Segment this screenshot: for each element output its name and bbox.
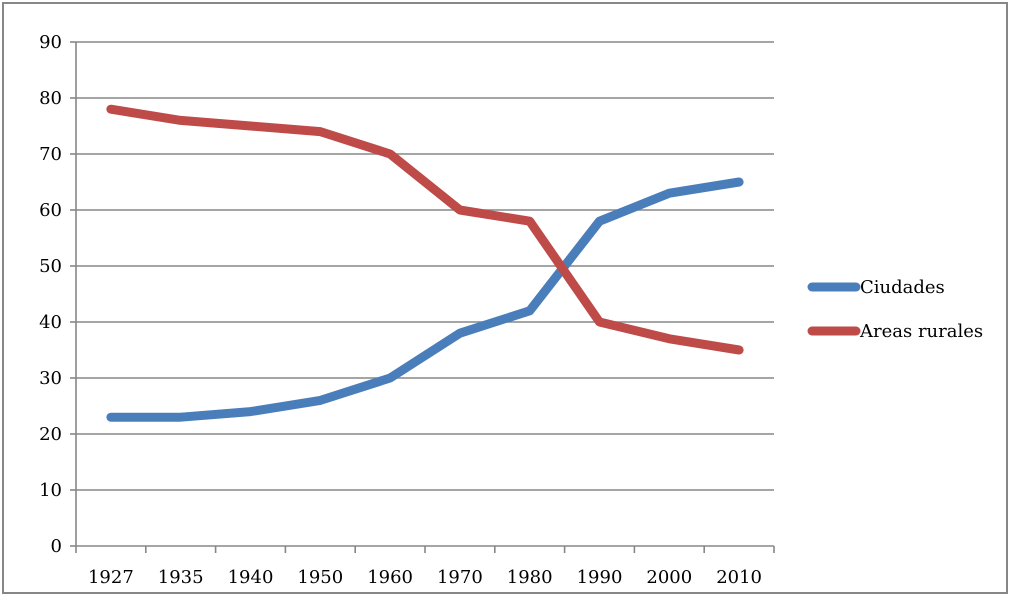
series-line-0 bbox=[106, 177, 744, 422]
series-lines bbox=[106, 104, 744, 422]
legend-label-0: Ciudades bbox=[860, 277, 945, 298]
y-tick-label-60: 60 bbox=[39, 200, 62, 221]
y-tick-label-50: 50 bbox=[39, 256, 62, 277]
axes: 0 10 20 30 40 50 60 70 80 90 1927 1935 1940 1950 1960 1… bbox=[39, 32, 775, 588]
x-tick-label-2010: 2010 bbox=[716, 567, 762, 588]
legend: Ciudades Areas rurales bbox=[807, 277, 983, 342]
series-line-1 bbox=[106, 104, 744, 355]
x-tick-label-1980: 1980 bbox=[507, 567, 553, 588]
y-tick-label-10: 10 bbox=[39, 480, 62, 501]
x-tick-label-1935: 1935 bbox=[158, 567, 204, 588]
y-tick-label-90: 90 bbox=[39, 32, 62, 53]
y-tick-label-40: 40 bbox=[39, 312, 62, 333]
y-tick-label-20: 20 bbox=[39, 424, 62, 445]
x-tick-label-1960: 1960 bbox=[367, 567, 413, 588]
x-tick-label-1927: 1927 bbox=[88, 567, 134, 588]
x-tick-label-1940: 1940 bbox=[228, 567, 274, 588]
y-tick-label-0: 0 bbox=[51, 536, 62, 557]
y-tick-label-80: 80 bbox=[39, 88, 62, 109]
legend-label-1: Areas rurales bbox=[859, 321, 983, 342]
y-tick-label-30: 30 bbox=[39, 368, 62, 389]
line-chart: 0 10 20 30 40 50 60 70 80 90 1927 1935 1940 1950 1960 1… bbox=[39, 32, 983, 588]
y-tick-label-70: 70 bbox=[39, 144, 62, 165]
x-tick-label-1970: 1970 bbox=[437, 567, 483, 588]
x-tick-label-1950: 1950 bbox=[297, 567, 343, 588]
x-tick-label-2000: 2000 bbox=[646, 567, 692, 588]
gridlines bbox=[76, 41, 774, 491]
x-tick-label-1990: 1990 bbox=[577, 567, 623, 588]
